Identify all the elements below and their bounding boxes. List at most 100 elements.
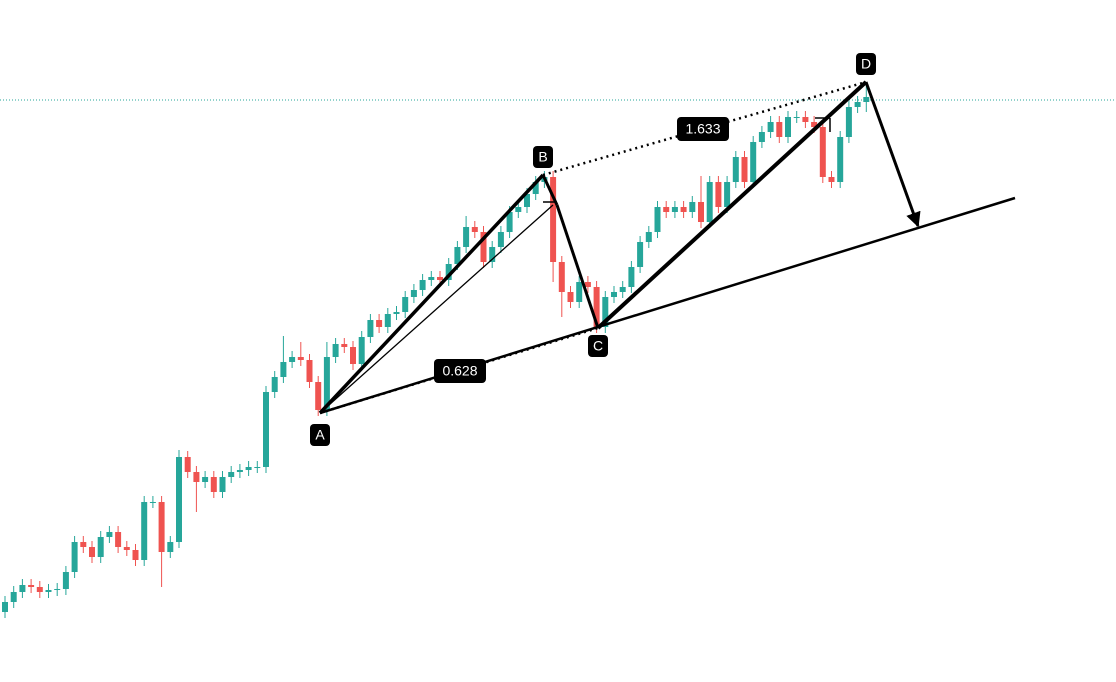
candle-body xyxy=(480,232,487,262)
candle-body xyxy=(36,587,43,592)
ratio-badge xyxy=(677,117,729,141)
candle-body xyxy=(263,392,269,467)
candle-body xyxy=(628,267,635,287)
candle-body xyxy=(19,585,26,592)
candle-body xyxy=(715,182,722,207)
candle-body xyxy=(289,357,296,362)
candle-body xyxy=(176,457,182,542)
candle-body xyxy=(785,117,791,137)
point-badge xyxy=(588,335,608,357)
candle-body xyxy=(550,177,557,262)
candle-body xyxy=(750,142,757,182)
candle-body xyxy=(350,347,356,364)
candle-body xyxy=(828,177,835,182)
candle-body xyxy=(776,122,783,137)
candle-body xyxy=(167,542,174,552)
candle-body xyxy=(123,547,130,550)
candle-body xyxy=(819,127,826,177)
candle-body xyxy=(393,312,400,314)
candle-body xyxy=(149,502,156,503)
projection-arrow xyxy=(864,81,921,228)
point-badge xyxy=(533,146,553,168)
pattern-leg xyxy=(596,80,868,330)
candle-body xyxy=(210,477,217,492)
candle-body xyxy=(410,290,417,297)
candle-body xyxy=(297,357,304,360)
candle-body xyxy=(463,227,470,247)
candle-body xyxy=(384,314,391,327)
candle-body xyxy=(219,477,226,492)
candle-body xyxy=(802,117,809,122)
point-label: D xyxy=(861,56,871,72)
candle-body xyxy=(489,247,496,262)
candle-body xyxy=(793,117,800,118)
candle-body xyxy=(863,97,870,102)
candle-body xyxy=(706,182,713,222)
candle-body xyxy=(28,585,35,587)
pattern-leg xyxy=(319,204,554,414)
candle-body xyxy=(680,207,687,212)
candle-body xyxy=(524,194,530,207)
candle-body xyxy=(471,227,478,232)
candle-body xyxy=(602,297,609,327)
candle-body xyxy=(454,247,461,264)
candle-body xyxy=(854,102,861,107)
candle-body xyxy=(637,242,644,267)
candle-body xyxy=(645,232,652,242)
candle-body xyxy=(193,472,200,482)
candle-body xyxy=(202,477,209,482)
point-badge xyxy=(856,53,876,75)
candle-body xyxy=(593,287,600,327)
pattern-leg xyxy=(555,204,600,329)
candle-body xyxy=(576,282,583,302)
candle-body xyxy=(62,572,69,589)
candle-body xyxy=(515,207,522,212)
candle-body xyxy=(141,502,148,560)
candle-body xyxy=(741,157,748,182)
point-badge xyxy=(310,424,330,446)
pattern-leg xyxy=(318,173,545,415)
candle-body xyxy=(358,337,365,364)
candle-body xyxy=(445,264,452,280)
candle-body xyxy=(271,377,278,392)
candle-body xyxy=(323,357,330,410)
ratio-badge xyxy=(434,359,486,383)
candle-body xyxy=(584,282,591,287)
point-label: B xyxy=(538,149,547,165)
candle-body xyxy=(54,589,61,590)
candle-body xyxy=(97,537,104,557)
candle-body xyxy=(611,292,617,297)
candle-body xyxy=(567,292,574,302)
candle-body xyxy=(80,542,87,547)
candle-body xyxy=(619,287,626,292)
candle-body xyxy=(89,547,95,557)
candle-body xyxy=(811,122,818,127)
candle-body xyxy=(367,320,374,337)
candle-body xyxy=(758,132,765,142)
candle-body xyxy=(698,202,704,222)
pattern-leg xyxy=(541,174,559,206)
candle-body xyxy=(228,472,235,477)
candle-body xyxy=(506,212,513,232)
trend-line xyxy=(319,196,1016,415)
candle-body xyxy=(419,280,426,290)
candle-body xyxy=(341,344,348,347)
candle-body xyxy=(106,532,113,537)
candle-body xyxy=(132,550,139,560)
candle-body xyxy=(558,262,565,292)
candle-body xyxy=(402,297,409,312)
candle-body xyxy=(767,122,774,132)
candle-body xyxy=(671,207,678,212)
candle-body xyxy=(376,320,383,327)
ratio-label: 0.628 xyxy=(442,363,477,379)
candle-body xyxy=(724,182,731,207)
point-label: A xyxy=(315,427,325,443)
candle-body xyxy=(115,532,122,547)
candle-body xyxy=(280,362,287,377)
candle-body xyxy=(315,382,322,410)
candle-body xyxy=(689,202,696,212)
candle-body xyxy=(184,457,191,472)
candle-body xyxy=(845,107,852,137)
candle-body xyxy=(2,602,8,612)
candle-body xyxy=(245,467,252,470)
